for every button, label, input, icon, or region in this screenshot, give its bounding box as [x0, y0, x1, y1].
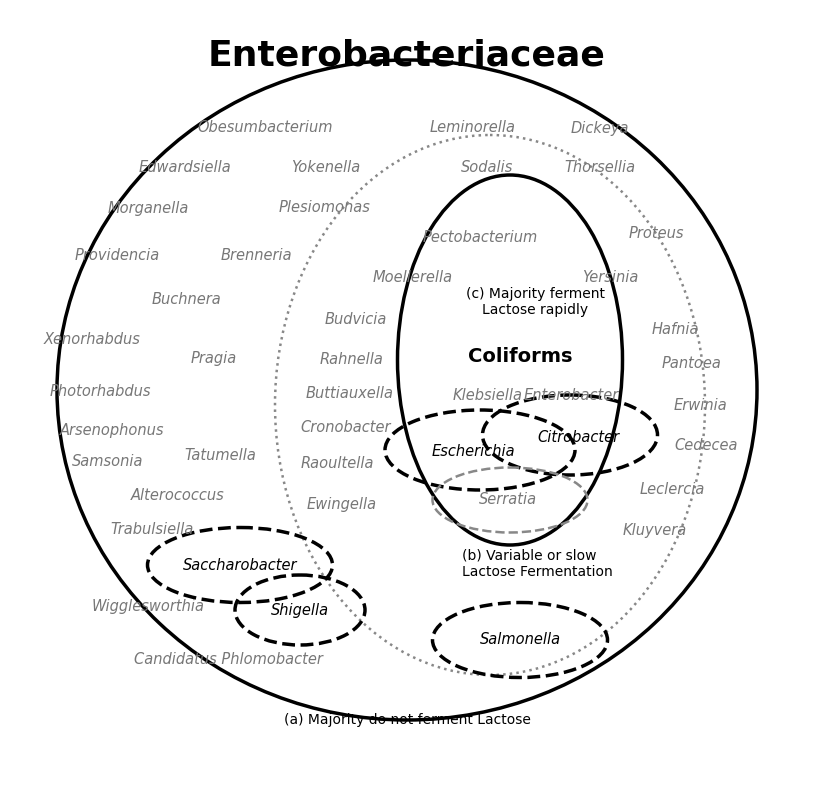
Text: Wigglesworthia: Wigglesworthia [91, 599, 204, 614]
Text: Serratia: Serratia [479, 492, 537, 507]
Text: Pantoea: Pantoea [662, 357, 722, 372]
Text: Tatumella: Tatumella [184, 448, 256, 462]
Text: Buttiauxella: Buttiauxella [306, 387, 394, 402]
Text: Rahnella: Rahnella [320, 353, 384, 368]
Text: Shigella: Shigella [271, 603, 329, 618]
Text: Klebsiella: Klebsiella [453, 387, 523, 403]
Text: Saccharobacter: Saccharobacter [183, 558, 297, 573]
Text: Pectobacterium: Pectobacterium [422, 230, 537, 245]
Text: Ewingella: Ewingella [307, 496, 377, 511]
Text: Brenneria: Brenneria [221, 249, 291, 264]
Text: Hafnia: Hafnia [651, 322, 698, 337]
Text: Budvicia: Budvicia [325, 313, 387, 327]
Text: Alterococcus: Alterococcus [131, 488, 225, 503]
Text: Samsonia: Samsonia [72, 454, 144, 469]
Text: Moellerella: Moellerella [373, 271, 453, 286]
Text: Citrobacter: Citrobacter [537, 430, 619, 445]
Text: Plesiomonas: Plesiomonas [279, 201, 371, 215]
Text: Trabulsiella: Trabulsiella [111, 522, 194, 538]
Text: Salmonella: Salmonella [479, 633, 561, 647]
Text: Arsenophonus: Arsenophonus [59, 422, 164, 437]
Text: Sodalis: Sodalis [461, 160, 513, 175]
Text: Raoultella: Raoultella [300, 457, 374, 472]
Text: Dickeya: Dickeya [571, 121, 629, 136]
Text: Edwardsiella: Edwardsiella [138, 160, 231, 175]
Text: Pragia: Pragia [190, 350, 237, 365]
Text: Buchnera: Buchnera [151, 292, 221, 307]
Text: Obesumbacterium: Obesumbacterium [197, 121, 333, 136]
Text: Yokenella: Yokenella [291, 160, 361, 175]
Text: Erwinia: Erwinia [673, 399, 727, 414]
Text: Cedecea: Cedecea [674, 438, 737, 453]
Text: Thorsellia: Thorsellia [564, 160, 636, 175]
Text: (c) Majority ferment
Lactose rapidly: (c) Majority ferment Lactose rapidly [466, 287, 605, 317]
Text: Xenorhabdus: Xenorhabdus [44, 333, 141, 348]
Text: Leclercia: Leclercia [639, 483, 705, 498]
Text: Morganella: Morganella [107, 201, 189, 215]
Text: Enterobacter: Enterobacter [523, 387, 619, 403]
Text: Enterobacteriaceae: Enterobacteriaceae [208, 38, 606, 72]
Text: Escherichia: Escherichia [431, 445, 514, 460]
Text: Coliforms: Coliforms [468, 346, 572, 365]
Text: Proteus: Proteus [628, 226, 684, 241]
Text: (b) Variable or slow
Lactose Fermentation: (b) Variable or slow Lactose Fermentatio… [462, 549, 613, 579]
Text: Yersinia: Yersinia [582, 271, 638, 286]
Text: Kluyvera: Kluyvera [623, 522, 687, 538]
Text: Leminorella: Leminorella [430, 121, 516, 136]
Text: Cronobacter: Cronobacter [300, 421, 392, 435]
Text: Candidatus Phlomobacter: Candidatus Phlomobacter [133, 653, 322, 668]
Text: Providencia: Providencia [74, 249, 160, 264]
Text: Photorhabdus: Photorhabdus [50, 384, 151, 399]
Text: (a) Majority do not ferment Lactose: (a) Majority do not ferment Lactose [283, 713, 531, 727]
